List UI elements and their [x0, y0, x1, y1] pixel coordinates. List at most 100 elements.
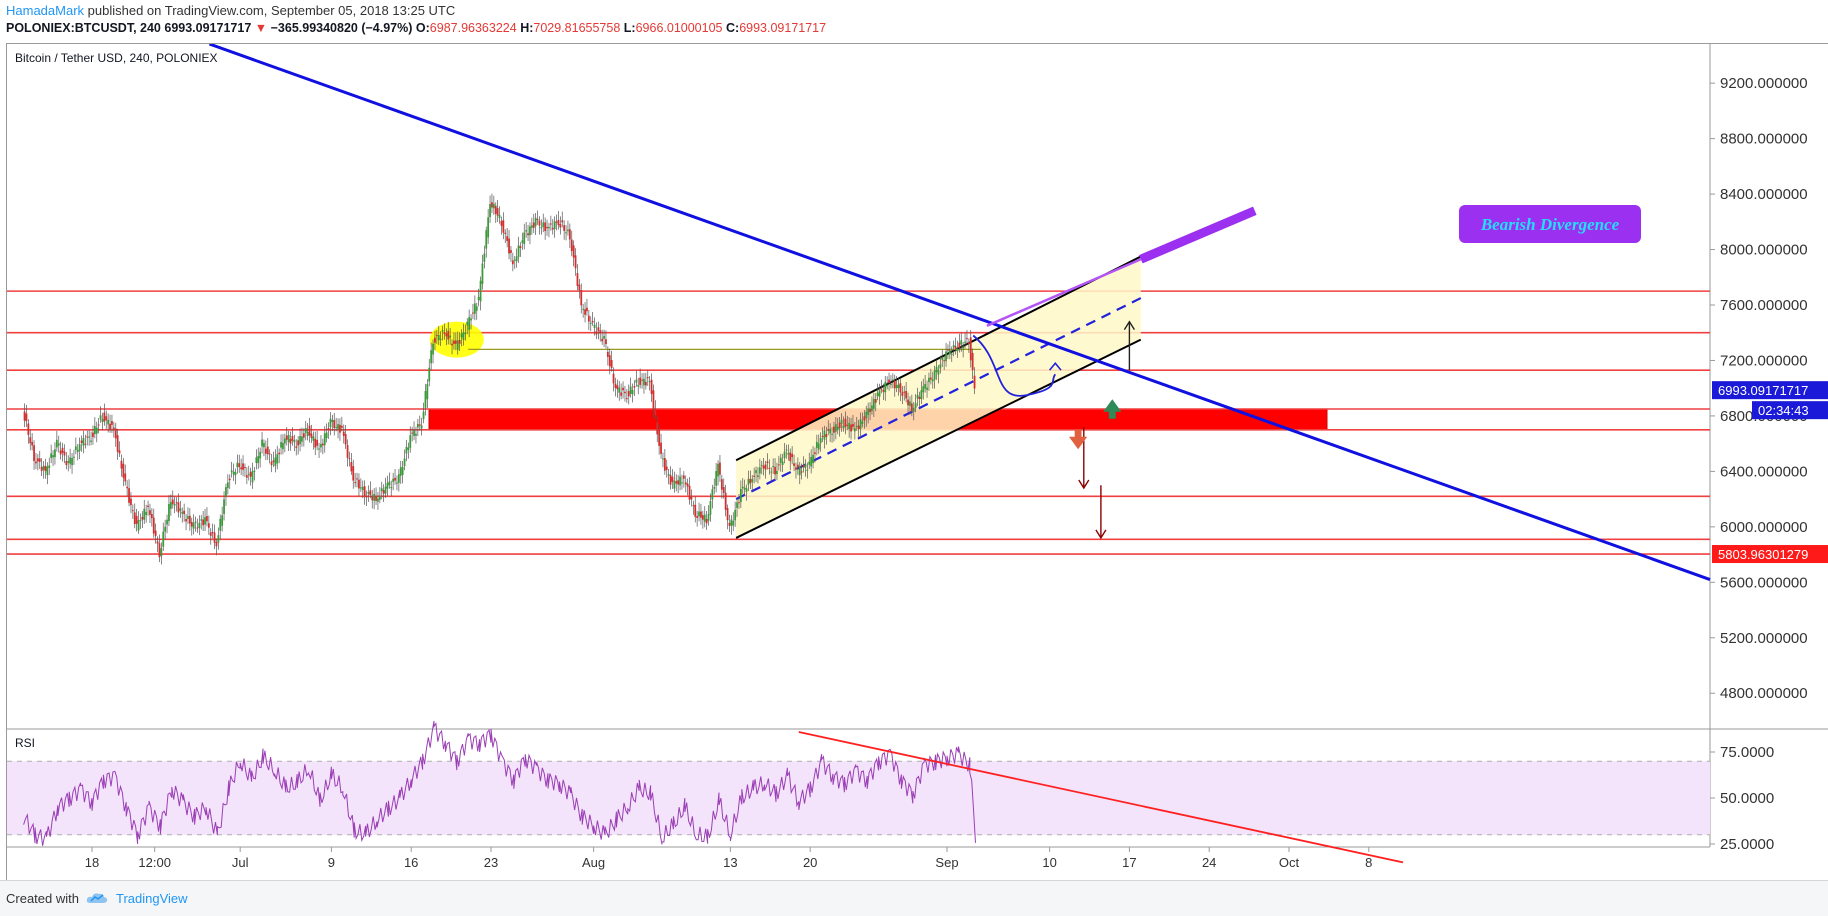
candle-body [259, 451, 262, 459]
candle-body [903, 391, 906, 393]
candle-body [905, 390, 908, 399]
bear-arrow-icon [1068, 429, 1088, 450]
candle-body [449, 335, 452, 338]
candle-body [783, 451, 786, 459]
candle-body [274, 457, 277, 466]
candle-body [418, 424, 421, 426]
price-chart[interactable]: Bitcoin / Tether USD, 240, POLONIEX Beari… [7, 44, 1828, 881]
candle-body [453, 340, 455, 344]
candle-body [154, 530, 157, 536]
candle-body [684, 482, 687, 485]
candle-body [225, 487, 227, 497]
candle-body [926, 387, 928, 390]
candle-body [456, 340, 459, 350]
candle-body [967, 342, 970, 344]
candle-body [492, 203, 495, 209]
candle-body [445, 333, 448, 337]
chart-area[interactable]: Bitcoin / Tether USD, 240, POLONIEX Beari… [6, 43, 1828, 881]
candle-body [724, 492, 727, 510]
candle-body [863, 416, 866, 421]
candle-body [920, 390, 923, 400]
candle-body [635, 379, 638, 383]
candle-body [422, 411, 425, 420]
candle-body [73, 456, 75, 458]
candle-body [897, 384, 900, 388]
candle-body [591, 321, 594, 323]
candle-body [306, 431, 309, 437]
candle-body [929, 377, 932, 380]
candle-body [491, 202, 493, 208]
candle-body [369, 490, 372, 495]
time-tick-label-6: Aug [582, 855, 605, 870]
candle-body [38, 458, 41, 462]
candle-body [700, 511, 702, 518]
footer: Created with TradingView [0, 880, 1828, 916]
candle-body [447, 330, 450, 340]
candle-body [318, 448, 320, 450]
candle-body [931, 379, 934, 382]
candle-body [426, 384, 429, 400]
candle-body [143, 508, 146, 520]
candle-body [232, 471, 235, 475]
candle-body [555, 221, 558, 223]
candle-body [960, 340, 963, 345]
candle-body [304, 428, 307, 433]
time-tick-label-3: 9 [328, 855, 335, 870]
bull-arrow-icon [1103, 399, 1122, 419]
candle-body [164, 526, 167, 532]
tradingview-link[interactable]: TradingView [116, 891, 188, 906]
candle-body [424, 390, 427, 408]
candle-body [886, 385, 889, 387]
candle-body [534, 217, 537, 227]
candle-body [202, 519, 205, 526]
candle-body [671, 476, 674, 482]
candle-body [160, 548, 163, 557]
candle-body [116, 435, 119, 452]
candle-body [791, 453, 794, 458]
candle-body [367, 491, 370, 494]
candle-body [912, 407, 915, 412]
candle-body [523, 232, 526, 245]
candle-body [869, 408, 871, 413]
last-price: 6993.09171717 [164, 21, 252, 35]
candle-body [736, 502, 738, 508]
candle-body [244, 467, 246, 469]
candle-body [694, 504, 697, 517]
time-tick-label-2: Jul [232, 855, 249, 870]
candle-body [114, 428, 117, 439]
candle-body [909, 401, 911, 406]
candle-body [814, 452, 816, 454]
candle-body [776, 470, 778, 474]
candle-body [413, 430, 415, 436]
candle-body [335, 426, 338, 428]
candle-body [415, 433, 417, 436]
candle-body [580, 289, 583, 306]
candle-body [325, 432, 328, 439]
author-link[interactable]: HamadaMark [6, 3, 85, 18]
candle-body [717, 463, 719, 477]
candle-body [130, 498, 132, 506]
price-tick-label-7: 6400.000000 [1720, 463, 1808, 480]
low-label: L: [623, 21, 636, 35]
candle-body [582, 308, 585, 310]
candle-body [489, 204, 491, 218]
candle-body [859, 419, 862, 430]
candle-body [766, 461, 769, 464]
time-tick-label-4: 16 [404, 855, 418, 870]
candle-body [612, 373, 615, 384]
candle-body [350, 461, 353, 472]
candle-body [603, 335, 605, 339]
candle-body [819, 438, 822, 444]
candle-body [513, 259, 516, 261]
candle-body [948, 349, 951, 355]
candle-body [586, 307, 588, 312]
candle-body [527, 233, 529, 236]
candle-body [321, 443, 324, 446]
candle-body [679, 476, 681, 486]
price-tick-label-0: 9200.000000 [1720, 75, 1808, 92]
candle-body [103, 412, 106, 422]
candle-body [272, 460, 275, 463]
candle-body [916, 394, 919, 399]
candle-body [947, 349, 949, 351]
high-label: H: [520, 21, 534, 35]
